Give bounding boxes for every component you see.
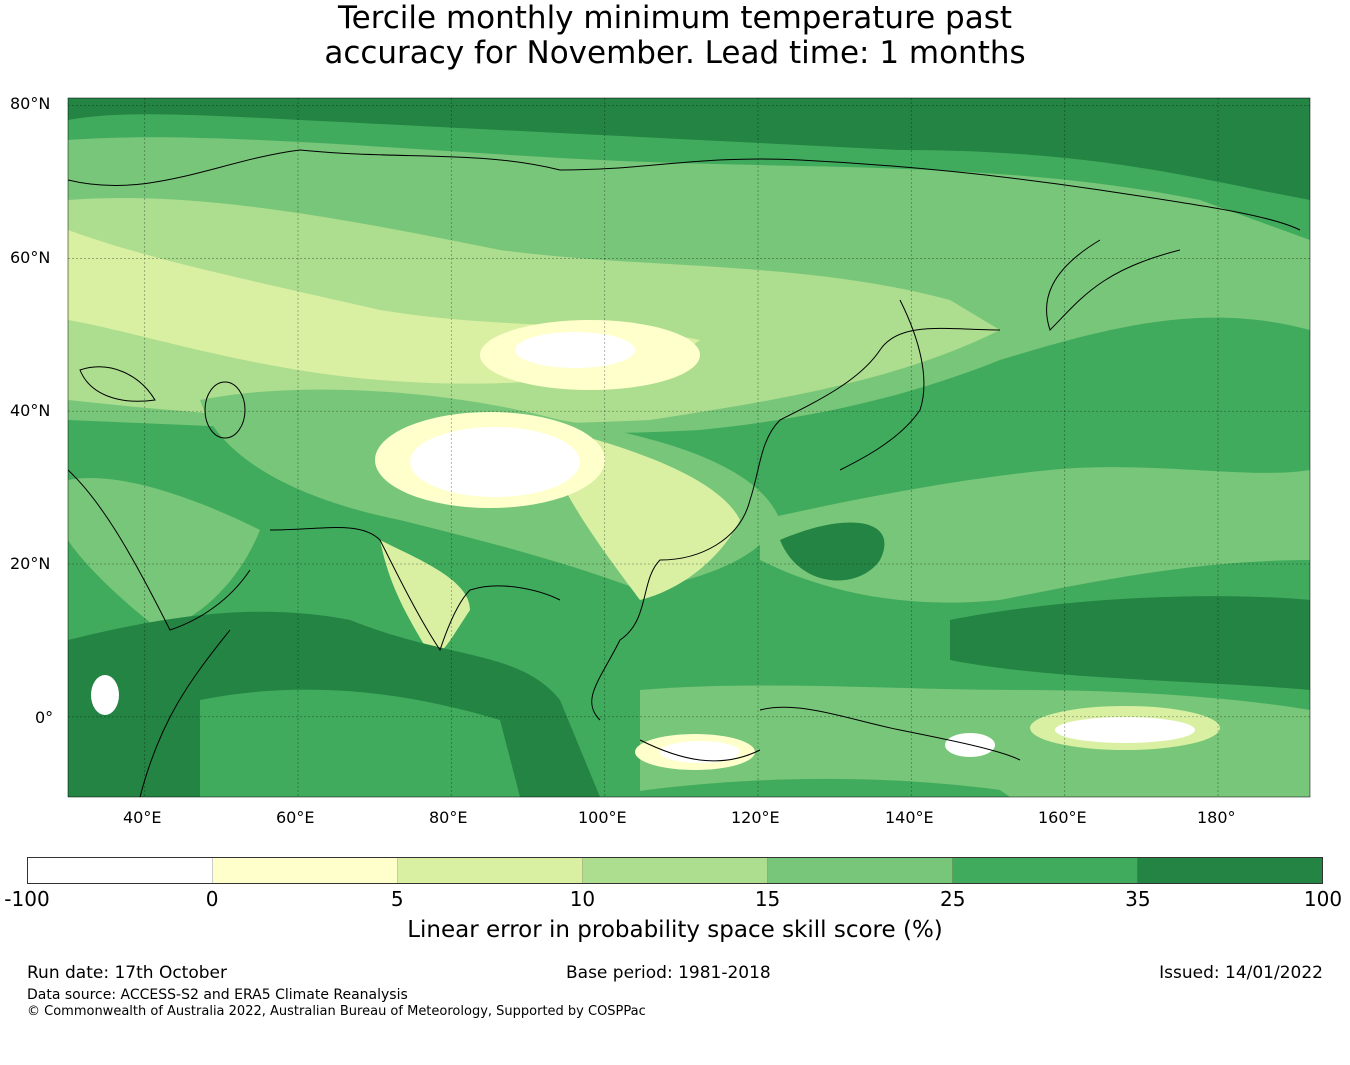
lon-tick-140e: 140°E (885, 808, 934, 827)
data-source: Data source: ACCESS-S2 and ERA5 Climate … (27, 987, 408, 1003)
colorbar-segment (213, 858, 398, 883)
colorbar-label: Linear error in probability space skill … (407, 917, 943, 943)
colorbar (27, 857, 1323, 884)
colorbar-tick-label: 5 (390, 887, 404, 911)
colorbar-tick-label: -100 (4, 887, 50, 911)
colorbar-segment (1138, 858, 1322, 883)
colorbar-tick-label: 0 (205, 887, 219, 911)
lat-tick-20n: 20°N (10, 554, 51, 573)
colorbar-segment (953, 858, 1138, 883)
colorbar-tick-label: 10 (569, 887, 596, 911)
graticule (68, 98, 1310, 797)
run-date: Run date: 17th October (27, 963, 227, 983)
chart-title-line1: Tercile monthly minimum temperature past (337, 0, 1013, 36)
colorbar-segment (398, 858, 583, 883)
base-period: Base period: 1981-2018 (566, 963, 771, 983)
colorbar-tick-label: 100 (1303, 887, 1343, 911)
lat-tick-80n: 80°N (10, 94, 51, 113)
lat-tick-0: 0° (35, 708, 54, 727)
lon-tick-60e: 60°E (276, 808, 315, 827)
issued-date: Issued: 14/01/2022 (1159, 963, 1323, 983)
lon-tick-40e: 40°E (123, 808, 162, 827)
chart-title-line2: accuracy for November. Lead time: 1 mont… (324, 35, 1026, 71)
colorbar-segment (583, 858, 768, 883)
map-frame (67, 97, 1311, 798)
colorbar-segment (28, 858, 213, 883)
lon-tick-160e: 160°E (1038, 808, 1087, 827)
lat-tick-60n: 60°N (10, 248, 51, 267)
lon-tick-100e: 100°E (578, 808, 627, 827)
colorbar-tick-label: 25 (939, 887, 966, 911)
lat-tick-40n: 40°N (10, 401, 51, 420)
skill-field (68, 98, 1310, 797)
colorbar-tick-label: 35 (1125, 887, 1151, 911)
colorbar-segment (768, 858, 953, 883)
lon-tick-180: 180° (1197, 808, 1236, 827)
coastlines (68, 149, 1301, 797)
lon-tick-120e: 120°E (731, 808, 780, 827)
copyright: © Commonwealth of Australia 2022, Austra… (27, 1004, 646, 1019)
colorbar-tick-label: 15 (754, 887, 781, 911)
lon-tick-80e: 80°E (429, 808, 468, 827)
